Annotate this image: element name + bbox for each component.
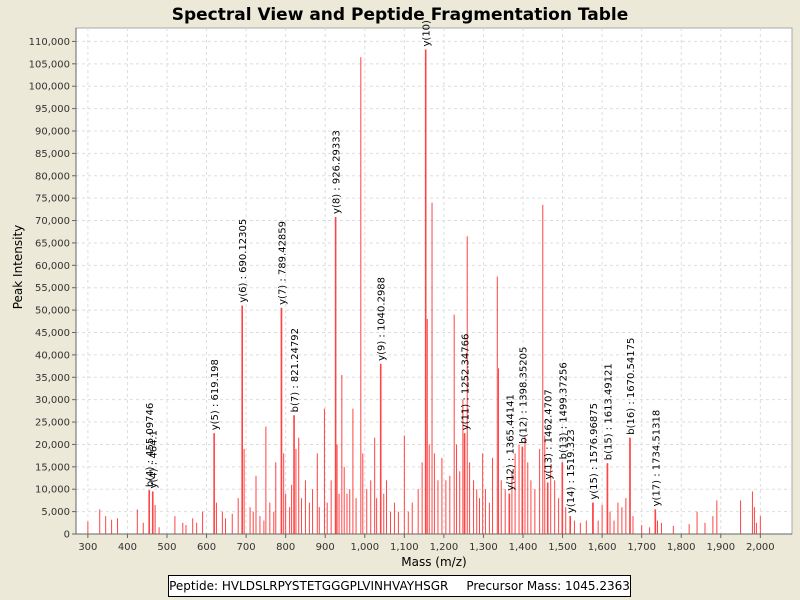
peak-annotation: b(7) : 821.24792 <box>290 328 301 412</box>
y-tick-label: 110,000 <box>29 37 70 48</box>
peak-annotation: y(14) : 1519.323 <box>566 429 577 513</box>
x-tick-label: 400 <box>118 542 137 553</box>
y-tick-label: 5,000 <box>41 507 70 518</box>
x-tick-label: 2,000 <box>746 542 775 553</box>
y-tick-label: 55,000 <box>35 283 70 294</box>
y-tick-label: 10,000 <box>35 485 70 496</box>
peak-annotation: y(17) : 1734.51318 <box>651 410 662 507</box>
x-tick-label: 500 <box>157 542 176 553</box>
x-tick-label: 800 <box>276 542 295 553</box>
annotated-peak-series <box>148 49 657 534</box>
y-tick-label: 50,000 <box>35 306 70 317</box>
y-tick-label: 45,000 <box>35 328 70 339</box>
x-tick-label: 300 <box>78 542 97 553</box>
peptide-sequence: Peptide: HVLDSLRPYSTETGGGPLVINHVAYHSGR <box>169 579 449 593</box>
peak-annotation: y(15) : 1576.96875 <box>589 403 600 500</box>
peak-annotation: b(15) : 1613.49121 <box>603 363 614 460</box>
y-tick-label: 40,000 <box>35 350 70 361</box>
grid <box>76 28 792 534</box>
peak-annotation: y(4) : 464.1 <box>149 430 160 488</box>
peak-annotation: y(10) <box>422 20 433 47</box>
precursor-mass: Precursor Mass: 1045.2363 <box>466 579 630 593</box>
x-tick-label: 900 <box>316 542 335 553</box>
peak-annotation: y(12) : 1365.44141 <box>505 394 516 491</box>
y-tick-label: 70,000 <box>35 216 70 227</box>
peptide-legend: Peptide: HVLDSLRPYSTETGGGPLVINHVAYHSGR P… <box>168 575 631 597</box>
plot-area <box>75 27 793 535</box>
x-tick-label: 1,000 <box>350 542 379 553</box>
y-tick-label: 95,000 <box>35 104 70 115</box>
y-tick-label: 90,000 <box>35 126 70 137</box>
x-tick-label: 1,900 <box>706 542 735 553</box>
peak-annotation: y(9) : 1040.2988 <box>377 277 388 361</box>
peak-annotation: b(13) : 1499.37256 <box>558 362 569 459</box>
x-tick-label: 1,800 <box>667 542 696 553</box>
x-tick-label: 1,400 <box>509 542 538 553</box>
y-tick-label: 75,000 <box>35 194 70 205</box>
y-tick-label: 35,000 <box>35 373 70 384</box>
y-tick-label: 20,000 <box>35 440 70 451</box>
y-tick-label: 30,000 <box>35 395 70 406</box>
y-tick-label: 15,000 <box>35 462 70 473</box>
x-axis-label: Mass (m/z) <box>401 555 466 569</box>
x-tick-label: 1,700 <box>627 542 656 553</box>
peak-annotation: y(7) : 789.42859 <box>277 221 288 305</box>
x-tick-label: 1,100 <box>390 542 419 553</box>
y-tick-label: 25,000 <box>35 418 70 429</box>
x-axis-ticks: 300 400 500 600 700 800 900 1,000 1,100 1,200 1,30… <box>78 534 775 553</box>
peak-annotation: y(13) : 1462.4707 <box>544 389 555 479</box>
y-tick-label: 100,000 <box>29 82 70 93</box>
y-axis-label: Peak Intensity <box>11 225 25 310</box>
y-tick-label: 85,000 <box>35 149 70 160</box>
peak-annotation: y(5) : 619.198 <box>210 359 221 430</box>
x-tick-label: 600 <box>197 542 216 553</box>
y-tick-label: 60,000 <box>35 261 70 272</box>
y-tick-label: 65,000 <box>35 238 70 249</box>
y-axis-ticks: 0 5,000 10,000 15,000 20,000 25,000 30,000 35,0… <box>29 37 76 541</box>
y-tick-label: 105,000 <box>29 59 70 70</box>
peak-annotation: b(12) : 1398.35205 <box>518 347 529 444</box>
y-tick-label: 0 <box>64 530 70 541</box>
peak-annotation: y(11) : 1252.34766 <box>461 334 472 431</box>
y-tick-label: 80,000 <box>35 171 70 182</box>
x-tick-label: 1,500 <box>548 542 577 553</box>
peak-annotation: y(6) : 690.12305 <box>238 219 249 303</box>
peak-annotation: b(16) : 1670.54175 <box>626 338 637 435</box>
spectrum-chart: Spectral View and Peptide Fragmentation … <box>11 5 793 569</box>
x-tick-label: 1,600 <box>588 542 617 553</box>
peak-annotation: y(8) : 926.29333 <box>332 130 343 214</box>
x-tick-label: 1,200 <box>430 542 459 553</box>
peak-annotation: b(4) : 455.09746 <box>145 403 156 487</box>
chart-title: Spectral View and Peptide Fragmentation … <box>172 5 629 25</box>
x-tick-label: 700 <box>237 542 256 553</box>
x-tick-label: 1,300 <box>469 542 498 553</box>
